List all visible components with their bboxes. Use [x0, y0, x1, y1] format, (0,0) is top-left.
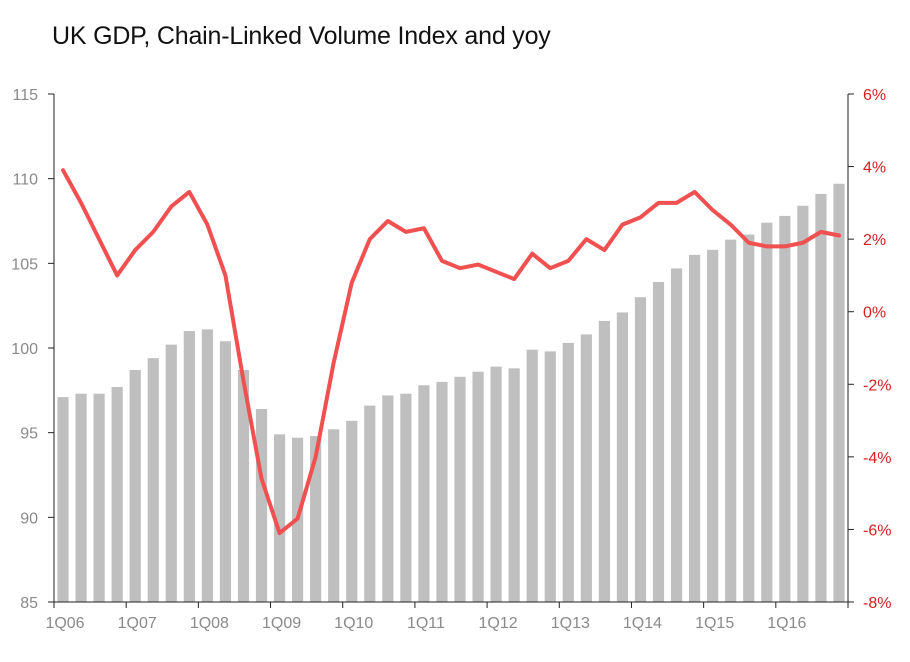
gdp-index-bar-3Q10 [382, 395, 394, 602]
gdp-index-bar-2Q11 [436, 381, 448, 602]
gdp-index-bar-1Q14 [634, 297, 647, 602]
right-tick-label: -4% [863, 450, 891, 467]
x-tick-label: 1Q15 [695, 615, 734, 632]
right-tick-label: -8% [863, 595, 891, 612]
gdp-index-bar-3Q14 [670, 268, 683, 602]
right-tick-label: 0% [863, 305, 886, 322]
axes-layer: 115 110 105 100 95 90 85 6% 4% 2% 0% -2% -4% -6% -8% 1Q… [11, 87, 891, 632]
gdp-index-bar-4Q16 [833, 183, 845, 602]
gdp-index-bar-1Q10 [346, 420, 358, 602]
gdp-index-bar-2Q10 [364, 405, 376, 602]
right-tick-label: 4% [863, 160, 886, 177]
x-tick-label: 1Q09 [262, 615, 301, 632]
gdp-index-bar-2Q15 [725, 239, 737, 602]
gdp-index-bar-1Q13 [562, 342, 574, 602]
gdp-index-bar-1Q06 [57, 397, 69, 602]
gdp-index-bar-2Q07 [147, 358, 159, 602]
gdp-index-bar-4Q13 [616, 312, 629, 602]
x-tick-label: 1Q16 [767, 615, 806, 632]
left-tick-label: 100 [11, 341, 38, 358]
left-tick-label: 115 [12, 87, 38, 104]
gdp-index-bar-3Q13 [598, 320, 610, 602]
gdp-index-bar-4Q12 [544, 351, 556, 602]
gdp-index-bar-1Q12 [490, 366, 502, 602]
line-layer [61, 168, 841, 536]
gdp-index-bar-1Q15 [707, 249, 719, 603]
gdp-index-bar-4Q15 [761, 222, 773, 602]
gdp-index-bar-4Q11 [472, 371, 484, 602]
gdp-index-bar-2Q06 [75, 393, 87, 602]
left-tick-label: 95 [20, 426, 38, 443]
left-tick-label: 85 [20, 595, 38, 612]
gdp-index-bar-3Q12 [526, 349, 538, 602]
gdp-index-bar-1Q16 [779, 215, 791, 603]
gdp-index-bar-4Q14 [689, 254, 701, 602]
x-tick-label: 1Q06 [45, 615, 84, 632]
x-tick-label: 1Q11 [407, 615, 445, 632]
gdp-index-bar-2Q12 [508, 368, 520, 602]
gdp-index-bar-3Q16 [815, 193, 827, 602]
gdp-index-bar-2Q13 [580, 334, 592, 602]
gdp-index-bar-1Q11 [418, 385, 430, 602]
right-tick-label: 2% [863, 232, 886, 249]
gdp-index-bar-3Q08 [237, 370, 250, 602]
gdp-index-bar-3Q15 [743, 234, 755, 603]
left-tick-label: 105 [11, 256, 38, 273]
gdp-index-bar-4Q07 [183, 331, 195, 602]
left-tick-label: 110 [12, 172, 38, 189]
x-tick-label: 1Q13 [551, 615, 590, 632]
right-tick-label: -6% [863, 522, 891, 539]
gdp-index-bar-4Q10 [400, 393, 412, 602]
gdp-index-bar-1Q09 [273, 434, 286, 602]
gdp-index-bar-4Q09 [328, 429, 340, 602]
gdp-index-bar-2Q08 [219, 341, 232, 602]
gdp-index-bar-1Q07 [129, 370, 141, 602]
chart-title: UK GDP, Chain-Linked Volume Index and yo… [52, 22, 551, 50]
x-tick-label: 1Q10 [334, 615, 373, 632]
x-tick-label: 1Q14 [623, 615, 662, 632]
x-tick-label: 1Q12 [479, 615, 518, 632]
gdp-index-bar-3Q11 [454, 376, 466, 602]
yoy-growth-line [61, 168, 841, 536]
left-tick-label: 90 [20, 510, 38, 527]
gdp-index-bar-4Q08 [255, 408, 268, 602]
right-tick-label: 6% [863, 87, 886, 104]
gdp-index-bar-3Q07 [165, 344, 177, 602]
gdp-index-bar-2Q14 [652, 281, 665, 602]
gdp-index-bar-4Q06 [111, 386, 123, 602]
x-tick-label: 1Q08 [190, 615, 229, 632]
right-tick-label: -2% [863, 377, 891, 394]
gdp-index-bar-3Q09 [310, 436, 322, 602]
bars-layer [57, 183, 845, 603]
gdp-index-bar-1Q08 [201, 329, 213, 602]
gdp-index-bar-2Q16 [797, 205, 809, 602]
x-tick-label: 1Q07 [118, 615, 157, 632]
gdp-index-bar-3Q06 [93, 393, 105, 602]
